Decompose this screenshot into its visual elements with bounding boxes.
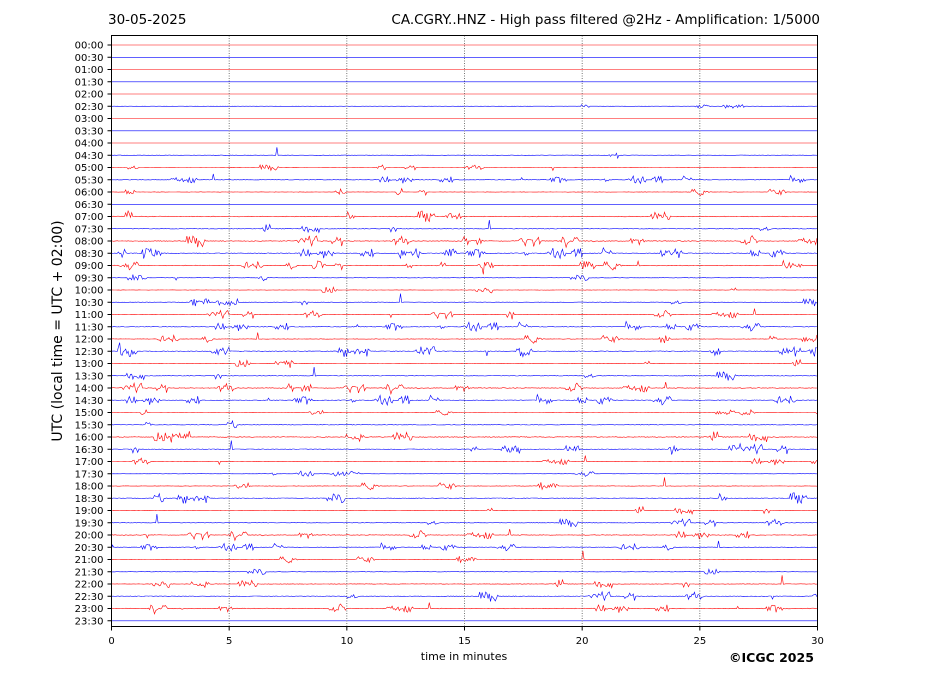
x-tick-label: 10	[340, 636, 353, 647]
y-tick-label: 02:00	[75, 90, 104, 101]
y-tick-label: 03:30	[75, 126, 104, 137]
y-tick-label: 18:00	[75, 482, 104, 493]
y-tick-label: 20:00	[75, 531, 104, 542]
y-tick-label: 17:30	[75, 469, 104, 480]
x-tick-label: 20	[576, 636, 589, 647]
y-tick-label: 05:30	[75, 175, 104, 186]
trace-row	[112, 431, 817, 443]
y-tick-label: 00:30	[75, 53, 104, 64]
trace-row	[111, 393, 817, 407]
y-tick-label: 22:30	[75, 592, 104, 603]
y-tick-label: 18:30	[75, 494, 104, 505]
copyright-label: ©ICGC 2025	[729, 650, 814, 665]
y-tick-label: 02:30	[75, 102, 104, 113]
trace-row	[111, 409, 818, 416]
trace-row	[111, 568, 817, 575]
y-tick-label: 21:00	[75, 555, 104, 566]
y-tick-label: 04:30	[75, 151, 104, 162]
trace-row	[111, 419, 817, 429]
y-tick-label: 13:30	[75, 371, 104, 382]
trace-row	[112, 173, 817, 185]
trace-row	[112, 274, 817, 282]
trace-row	[111, 293, 818, 307]
y-tick-label: 15:30	[75, 420, 104, 431]
y-tick-label: 12:00	[75, 335, 104, 346]
y-tick-label: 19:00	[75, 506, 104, 517]
y-tick-label: 16:30	[75, 445, 104, 456]
trace-row	[111, 147, 817, 160]
y-tick-label: 15:00	[75, 408, 104, 419]
trace-row	[111, 342, 817, 358]
trace-row	[112, 505, 817, 515]
chart-title: CA.CGRY..HNZ - High pass filtered @2Hz -…	[391, 12, 820, 28]
trace-row	[112, 259, 817, 275]
trace-row	[111, 187, 817, 196]
x-axis-label: time in minutes	[421, 650, 508, 663]
y-tick-label: 22:00	[75, 580, 104, 591]
y-tick-label: 17:00	[75, 457, 104, 468]
trace-row	[111, 514, 817, 528]
y-tick-label: 13:00	[75, 359, 104, 370]
trace-row	[111, 308, 817, 320]
y-tick-label: 14:30	[75, 396, 104, 407]
y-tick-label: 21:30	[75, 567, 104, 578]
trace-row	[111, 529, 817, 542]
minute-gridlines	[228, 35, 701, 627]
x-tick-label: 15	[458, 636, 471, 647]
y-tick-label: 00:00	[75, 41, 104, 52]
y-tick-label: 11:30	[75, 322, 104, 333]
y-tick-label: 19:30	[75, 518, 104, 529]
x-axis-ticks: 0 5 10 15 20 25 30	[108, 626, 824, 647]
y-tick-label: 05:00	[75, 163, 104, 174]
y-tick-label: 06:30	[75, 200, 104, 211]
y-tick-label: 10:00	[75, 286, 104, 297]
y-tick-label: 20:30	[75, 543, 104, 554]
y-tick-label: 09:00	[75, 261, 104, 272]
trace-row	[111, 164, 817, 172]
y-tick-label: 23:30	[75, 616, 104, 627]
y-tick-label: 07:00	[75, 212, 104, 223]
y-tick-label: 10:30	[75, 298, 104, 309]
y-tick-label: 08:30	[75, 249, 104, 260]
x-tick-label: 30	[811, 636, 824, 647]
y-tick-label: 01:30	[75, 77, 104, 88]
y-tick-label: 08:00	[75, 237, 104, 248]
y-tick-label: 11:00	[75, 310, 104, 321]
y-tick-label: 14:00	[75, 384, 104, 395]
y-tick-label: 06:00	[75, 188, 104, 199]
x-tick-label: 5	[226, 636, 232, 647]
y-tick-label: 12:30	[75, 347, 104, 358]
date-label: 30-05-2025	[108, 12, 187, 28]
y-tick-label: 09:30	[75, 273, 104, 284]
x-tick-label: 0	[108, 636, 114, 647]
y-tick-label: 23:00	[75, 604, 104, 615]
trace-row	[112, 440, 817, 455]
x-tick-label: 25	[693, 636, 706, 647]
y-tick-label: 04:00	[75, 139, 104, 150]
y-tick-label: 16:00	[75, 433, 104, 444]
y-tick-label: 01:00	[75, 65, 104, 76]
y-tick-label: 03:00	[75, 114, 104, 125]
trace-row	[111, 286, 817, 294]
trace-row	[111, 332, 818, 344]
y-tick-label: 07:30	[75, 224, 104, 235]
y-axis-label: UTC (local time = UTC + 02:00)	[50, 220, 66, 441]
trace-row	[111, 575, 817, 589]
